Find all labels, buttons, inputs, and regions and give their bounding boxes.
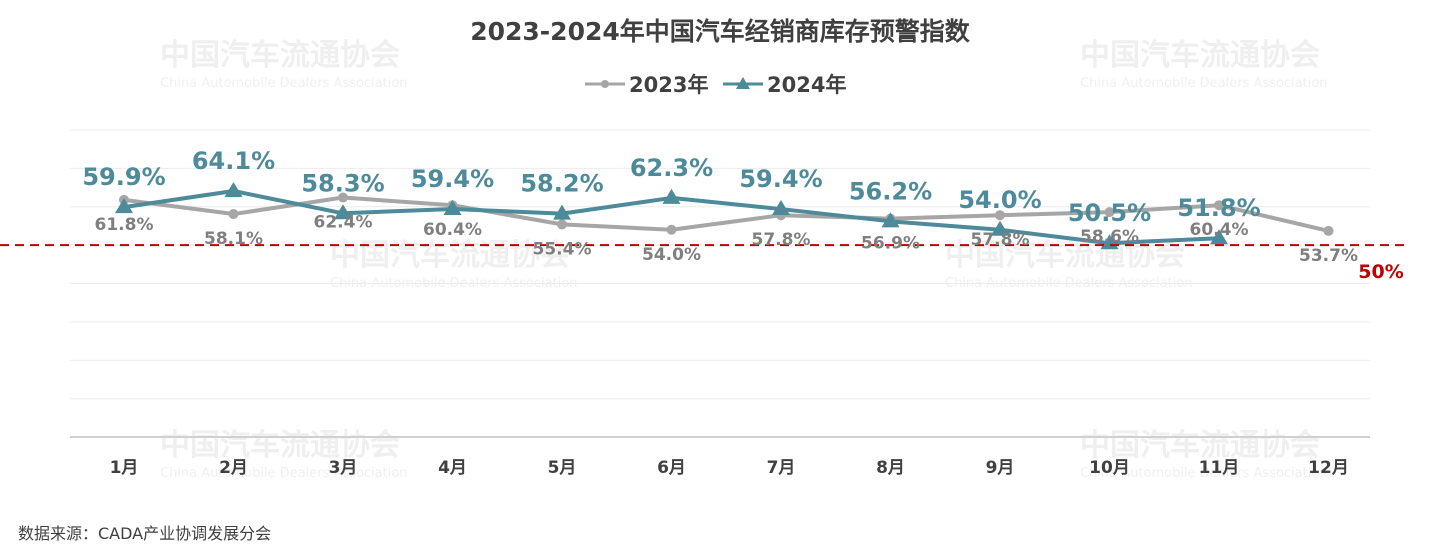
x-tick-label: 12月 [1308, 458, 1349, 478]
data-label-2023: 53.7% [1299, 246, 1358, 266]
watermark-text: 中国汽车流通协会 [160, 428, 400, 463]
data-point [995, 210, 1005, 221]
data-label-2023: 57.8% [971, 230, 1030, 250]
watermark-text: 中国汽车流通协会 [1080, 38, 1320, 73]
data-point [228, 209, 239, 220]
data-label-2023: 55.4% [533, 239, 592, 259]
data-point [666, 224, 677, 235]
data-point [1104, 207, 1115, 218]
data-label-2024: 59.4% [411, 165, 494, 193]
watermark-text: 中国汽车流通协会 [330, 238, 570, 273]
gridlines [70, 129, 1370, 438]
x-tick-label: 4月 [438, 458, 467, 478]
data-label-2023: 58.6% [1080, 227, 1139, 247]
x-tick-label: 6月 [657, 458, 686, 478]
data-point [772, 200, 790, 216]
reference-line-label: 50% [1358, 261, 1403, 283]
legend-marker-triangle [736, 77, 750, 89]
x-tick-label: 1月 [110, 458, 139, 478]
legend-label: 2023年 [629, 73, 708, 97]
watermark-text: 中国汽车流通协会 [160, 38, 400, 73]
reference-line-group: 50% [0, 244, 1410, 283]
data-point [443, 200, 462, 216]
data-point [1210, 229, 1228, 245]
x-tick-label: 2月 [219, 458, 248, 478]
data-label-2023: 62.4% [314, 213, 373, 233]
data-label-2024: 58.2% [520, 170, 603, 198]
data-label-2024: 54.0% [958, 186, 1041, 214]
watermark-subtext: China Automobile Dealers Association [1080, 76, 1328, 91]
series-line [123, 195, 1329, 233]
data-label-2023: 60.4% [1190, 220, 1249, 240]
data-label-2024: 50.5% [1068, 199, 1151, 227]
series-lines [115, 182, 1334, 250]
x-tick-label: 11月 [1199, 458, 1240, 478]
data-label-2024: 62.3% [630, 154, 713, 182]
watermark-subtext: China Automobile Dealers Association [160, 466, 408, 481]
watermark-subtext: China Automobile Dealers Association [160, 76, 408, 91]
chart-title: 2023-2024年中国汽车经销商库存预警指数 [470, 17, 971, 46]
data-point [338, 192, 348, 203]
data-label-2023: 57.8% [752, 230, 811, 250]
data-point [881, 212, 900, 228]
x-tick-label: 9月 [986, 458, 1015, 478]
data-point [334, 204, 352, 220]
data-point [1323, 225, 1334, 236]
data-label-2024: 59.9% [82, 163, 165, 191]
data-labels: 61.8% 58.1% 62.4% 60.4% 55.4% 54.0% 57.8% 56.9%… [82, 147, 1358, 266]
data-label-2023: 56.9% [861, 234, 920, 254]
x-tick-label: 5月 [548, 458, 577, 478]
data-point [557, 219, 567, 230]
data-label-2024: 59.4% [739, 165, 822, 193]
data-point [662, 188, 681, 204]
watermark-layer: 中国汽车流通协会 China Automobile Dealers Associa… [160, 38, 1328, 481]
legend-label: 2024年 [767, 73, 846, 97]
x-tick-label: 10月 [1089, 458, 1130, 478]
data-label-2024: 56.2% [849, 177, 932, 205]
x-axis-ticks: 1月 2月 3月 4月 5月 6月 7月 8月 9月 10月 11月 12月 [110, 458, 1349, 478]
data-label-2024: 58.3% [301, 169, 384, 197]
watermark-text: 中国汽车流通协会 [1080, 428, 1320, 463]
source-note: 数据来源：CADA产业协调发展分会 [18, 524, 272, 543]
x-tick-label: 3月 [329, 458, 358, 478]
legend: 2023年 2024年 [585, 73, 846, 97]
data-label-2023: 54.0% [642, 245, 701, 265]
data-point [115, 198, 133, 214]
x-tick-label: 7月 [767, 458, 796, 478]
x-tick-label: 8月 [876, 458, 905, 478]
data-point [553, 204, 571, 220]
data-label-2023: 58.1% [204, 229, 263, 249]
watermark-subtext: China Automobile Dealers Association [1080, 466, 1328, 481]
data-label-2023: 61.8% [95, 215, 154, 235]
legend-marker-circle [601, 80, 609, 88]
watermark-text: 中国汽车流通协会 [945, 238, 1185, 273]
data-label-2024: 51.8% [1177, 194, 1260, 222]
data-point [991, 220, 1009, 236]
data-label-2024: 64.1% [192, 147, 275, 175]
data-point [1214, 200, 1224, 211]
data-label-2023: 60.4% [423, 220, 482, 240]
data-point [224, 182, 243, 198]
